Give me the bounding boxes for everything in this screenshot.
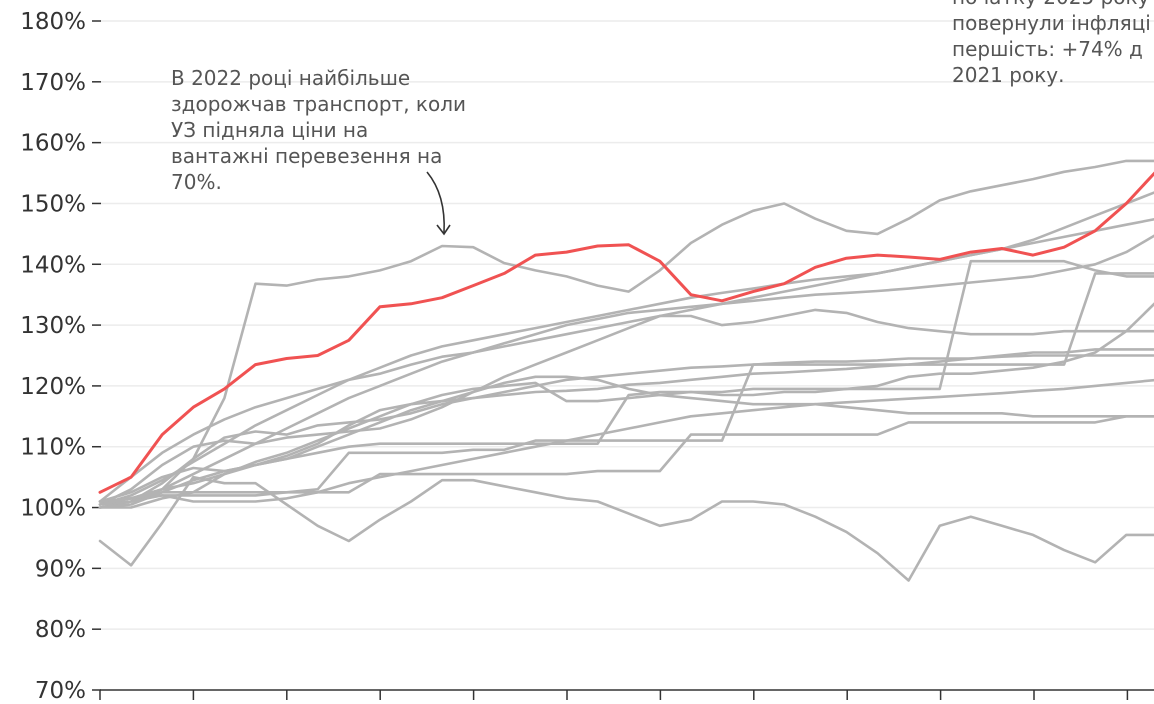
y-axis: 70% 80% 90% 100% 110% 120% 130% 140% 150% 160% 170… <box>20 9 101 704</box>
series-line <box>98 302 1154 506</box>
y-tick-label: 90% <box>35 556 86 582</box>
series-line <box>98 475 1154 582</box>
series-line <box>98 414 1154 503</box>
x-axis <box>99 689 1154 700</box>
series-line-highlight <box>98 171 1154 494</box>
annotation-transport: В 2022 році найбільше здорожчав транспор… <box>171 66 467 194</box>
annotation-top-right: початку 2025 року повернули інфляці перш… <box>952 0 1151 87</box>
y-tick-label: 140% <box>20 252 86 278</box>
y-tick-label: 100% <box>20 496 86 522</box>
series-line <box>98 378 1154 506</box>
series-line <box>98 191 1154 503</box>
series-line <box>98 234 1154 509</box>
series-line <box>98 308 1154 506</box>
y-tick-label: 170% <box>20 70 86 96</box>
y-tick-label: 110% <box>20 435 86 461</box>
series-line <box>98 159 1154 503</box>
y-tick-label: 160% <box>20 131 86 157</box>
y-tick-label: 70% <box>35 678 86 704</box>
series-line <box>98 375 1154 509</box>
y-tick-label: 150% <box>20 191 86 217</box>
series-lines <box>98 159 1154 582</box>
y-tick-label: 120% <box>20 374 86 400</box>
y-tick-label: 80% <box>35 617 86 643</box>
y-tick-label: 130% <box>20 313 86 339</box>
series-line <box>98 354 1154 509</box>
annotation-arrow <box>426 171 451 236</box>
y-tick-label: 180% <box>20 9 86 35</box>
series-line <box>98 348 1154 503</box>
